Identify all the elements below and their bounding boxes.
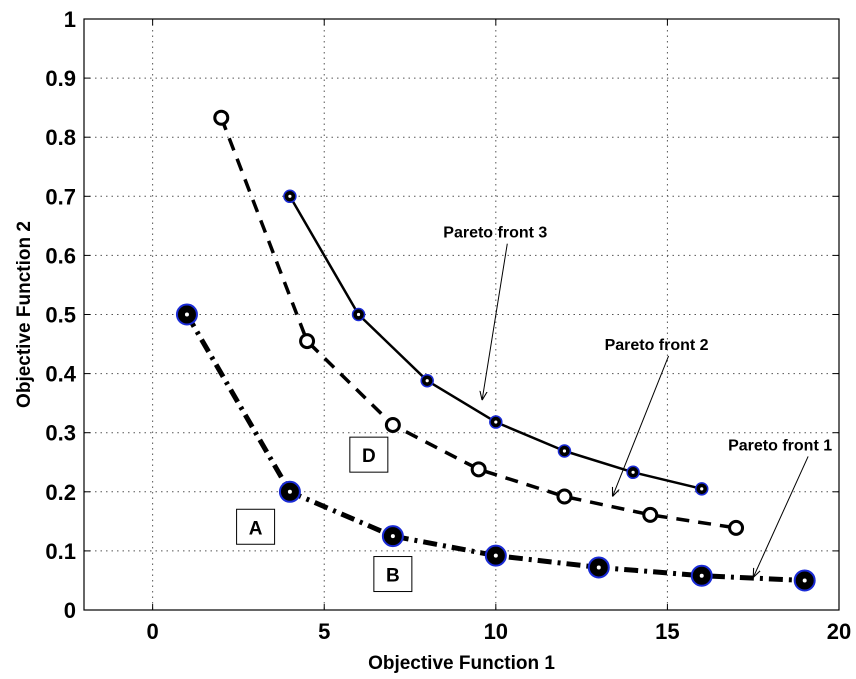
x-tick-label: 10 — [484, 619, 508, 644]
label-text: D — [362, 446, 376, 467]
point-label-d: D — [349, 436, 389, 473]
data-point-center — [287, 489, 292, 494]
y-tick-label: 0 — [64, 598, 76, 623]
data-point-center — [288, 194, 292, 198]
ticks: 0 5 10 15 20 0 0.1 0.2 0.3 0.4 0.5 0.6 0.7 0.8 0.9 1 — [45, 7, 851, 644]
y-tick-label: 1 — [64, 7, 76, 32]
series-front1 — [175, 303, 816, 592]
data-point — [384, 417, 401, 434]
label-box — [349, 436, 389, 473]
y-tick-label: 0.8 — [45, 125, 76, 150]
x-tick-label: 5 — [318, 619, 330, 644]
y-tick-label: 0.9 — [45, 66, 76, 91]
label-text: B — [386, 566, 400, 587]
annotation-arrow — [753, 456, 809, 577]
data-point-center — [562, 449, 567, 453]
y-tick-label: 0.6 — [45, 243, 76, 268]
data-point — [642, 506, 659, 523]
data-point-center — [802, 578, 807, 583]
annotation-3: Pareto front 1 — [728, 437, 832, 577]
data-point — [728, 519, 745, 536]
label-box — [236, 508, 276, 545]
annotation-arrow — [482, 243, 508, 401]
annotation-2: Pareto front 2 — [605, 337, 709, 497]
y-tick-label: 0.2 — [45, 480, 76, 505]
y-tick-label: 0.7 — [45, 184, 76, 209]
data-point-center — [494, 420, 498, 424]
data-point — [213, 109, 230, 126]
data-point-center — [184, 312, 189, 317]
annotation-text: Pareto front 1 — [728, 437, 832, 454]
y-tick-label: 0.4 — [45, 362, 76, 387]
data-point-center — [493, 553, 498, 558]
y-tick-label: 0.1 — [45, 539, 76, 564]
x-tick-label: 0 — [147, 619, 159, 644]
plot-area — [84, 19, 839, 610]
data-point — [299, 333, 316, 350]
annotation-1: Pareto front 3 — [443, 225, 547, 401]
annotation-text: Pareto front 3 — [443, 225, 547, 242]
data-point-center — [700, 487, 704, 491]
series-front3 — [283, 189, 709, 496]
series-front2 — [213, 109, 745, 536]
y-axis-label: Objective Function 2 — [14, 221, 35, 408]
point-label-a: A — [236, 508, 276, 545]
label-box — [373, 556, 413, 593]
data-point-center — [356, 312, 361, 317]
data-point — [556, 488, 573, 505]
x-tick-label: 15 — [655, 619, 679, 644]
y-tick-label: 0.5 — [45, 303, 76, 328]
annotation-text: Pareto front 2 — [605, 337, 709, 354]
label-text: A — [249, 518, 263, 539]
data-point — [470, 461, 487, 478]
y-tick-label: 0.3 — [45, 421, 76, 446]
data-point-center — [425, 379, 429, 383]
annotation-arrow — [613, 355, 670, 497]
data-point-center — [596, 565, 601, 570]
x-tick-label: 20 — [827, 619, 851, 644]
data-point-center — [631, 470, 635, 474]
x-axis-label: Objective Function 1 — [368, 653, 555, 674]
data-point-center — [390, 534, 395, 539]
point-label-b: B — [373, 556, 413, 593]
data-point-center — [699, 573, 704, 578]
